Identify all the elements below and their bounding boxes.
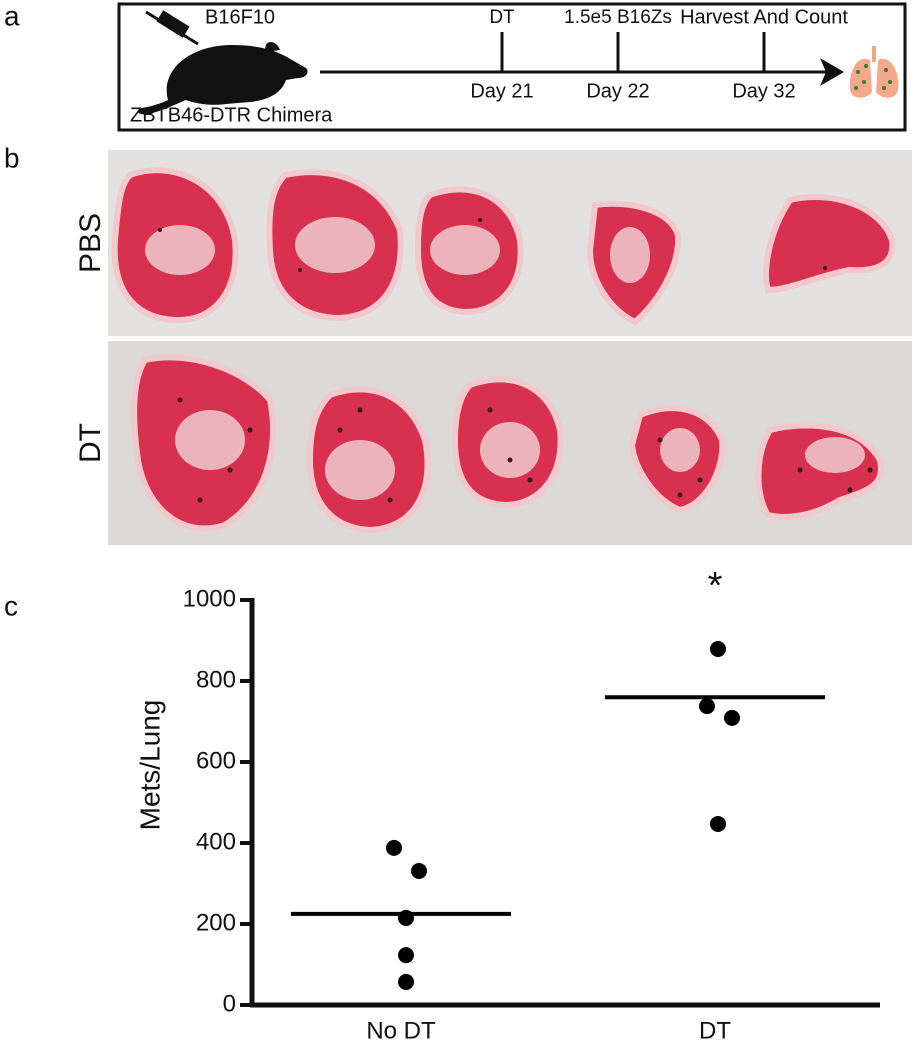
row-label: DT	[74, 423, 107, 463]
data-point	[724, 709, 740, 726]
event-label: 1.5e5 B16Zs	[564, 7, 672, 28]
y-axis-label: Mets/Lung	[134, 700, 165, 831]
data-point	[386, 839, 402, 856]
mouse-label: ZBTB46-DTR Chimera	[130, 104, 333, 126]
significance-marker: *	[708, 565, 723, 607]
data-point	[699, 698, 715, 715]
mouse-icon	[137, 41, 308, 115]
y-tick-label: 200	[196, 909, 236, 936]
x-tick-label: DT	[699, 1017, 731, 1044]
lung-photo	[108, 150, 912, 545]
data-point	[710, 815, 726, 832]
lung-icon	[849, 46, 899, 98]
arrow-head	[820, 58, 844, 86]
data-point	[398, 973, 414, 990]
event-day: Day 22	[586, 80, 649, 102]
row-label: PBS	[74, 213, 107, 273]
panel-label: b	[4, 142, 20, 173]
y-tick-label: 1000	[183, 585, 236, 612]
y-tick-label: 0	[223, 990, 236, 1017]
panel-label: c	[4, 590, 18, 621]
event-day: Day 21	[470, 80, 533, 102]
data-point	[398, 947, 414, 964]
x-tick-label: No DT	[366, 1017, 436, 1044]
data-point	[411, 862, 427, 879]
panel-label: a	[4, 0, 20, 31]
y-tick-label: 800	[196, 666, 236, 693]
injection-label: B16F10	[205, 6, 275, 28]
data-point	[710, 641, 726, 658]
event-label: DT	[489, 7, 515, 28]
event-label: Harvest And Count	[680, 6, 848, 28]
y-tick-label: 600	[196, 747, 236, 774]
y-tick-label: 400	[196, 828, 236, 855]
event-day: Day 32	[732, 80, 795, 102]
syringe	[145, 10, 199, 46]
